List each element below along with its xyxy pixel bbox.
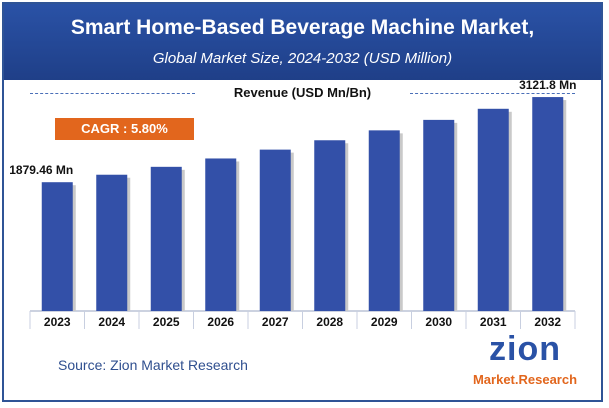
tick-label-2023: 2023 <box>44 315 71 329</box>
bar-2031 <box>477 108 509 311</box>
bar-2030 <box>423 119 455 311</box>
data-label-2023: 1879.46 Mn <box>9 163 73 177</box>
tick-label-2032: 2032 <box>534 315 561 329</box>
bar-2026 <box>205 158 237 311</box>
chart-subtitle: Global Market Size, 2024-2032 (USD Milli… <box>152 50 453 67</box>
legend-dash-left <box>30 93 195 94</box>
bar-2032 <box>532 97 564 311</box>
tick-label-2030: 2030 <box>425 315 452 329</box>
legend: Revenue (USD Mn/Bn) <box>30 84 575 104</box>
tick-label-2028: 2028 <box>316 315 343 329</box>
tick-label-2026: 2026 <box>207 315 234 329</box>
header-banner: Smart Home-Based Beverage Machine Market… <box>4 4 601 80</box>
legend-dash-right <box>410 93 575 94</box>
bar-2027 <box>259 149 291 311</box>
tick-label-2025: 2025 <box>153 315 180 329</box>
tick-label-2024: 2024 <box>98 315 125 329</box>
source-text: Source: Zion Market Research <box>58 357 248 373</box>
logo-tagline: Market.Research <box>472 372 578 387</box>
cagr-badge: CAGR : 5.80% <box>55 118 194 140</box>
bar-2029 <box>368 130 400 311</box>
tick-label-2027: 2027 <box>262 315 289 329</box>
tick-label-2029: 2029 <box>371 315 398 329</box>
zion-logo: zion Market.Research <box>460 330 590 392</box>
legend-label: Revenue (USD Mn/Bn) <box>225 85 380 100</box>
logo-word: zion <box>489 330 561 368</box>
data-label-2032: 3121.8 Mn <box>519 78 576 92</box>
bar-2028 <box>314 140 346 311</box>
bar-2023 <box>41 182 73 311</box>
bar-2025 <box>150 166 182 311</box>
chart-title: Smart Home-Based Beverage Machine Market… <box>70 16 535 39</box>
bar-2024 <box>96 174 128 311</box>
tick-label-2031: 2031 <box>480 315 507 329</box>
